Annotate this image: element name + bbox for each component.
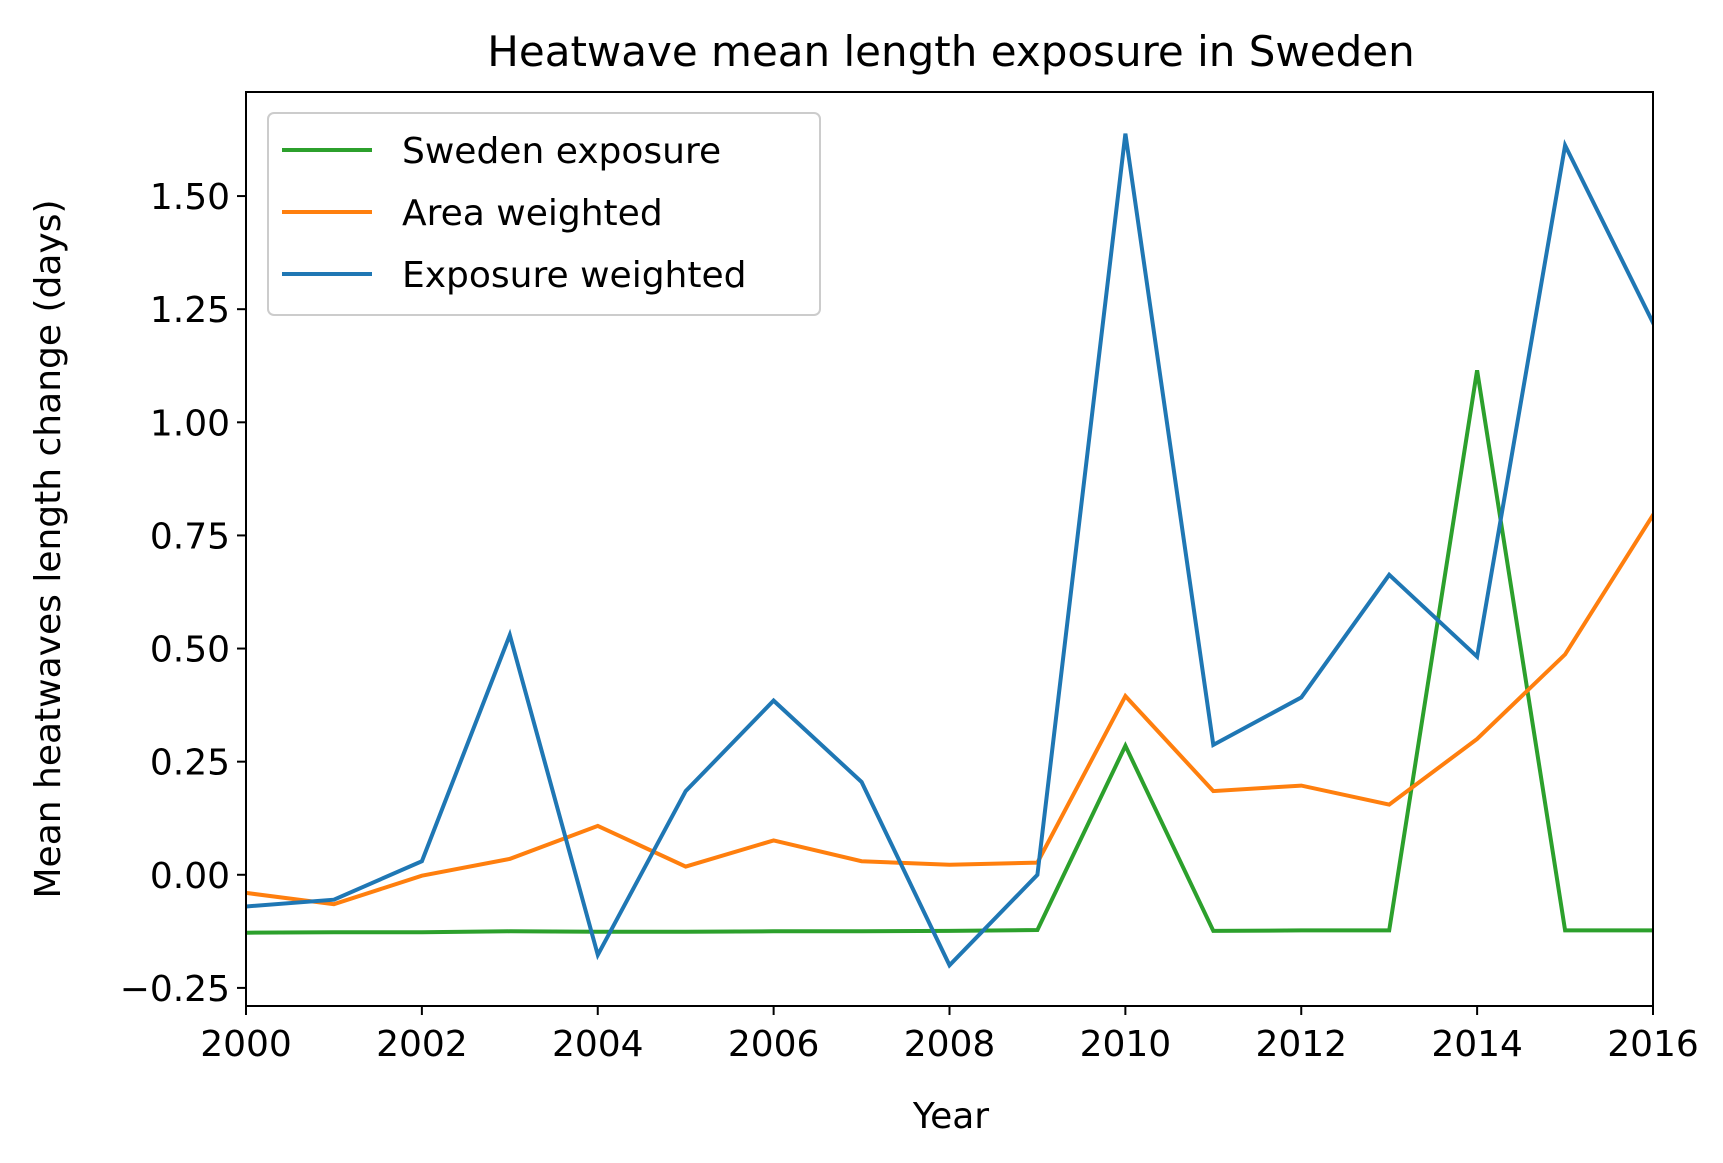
x-tick-label: 2014 xyxy=(1431,1024,1523,1065)
x-tick-label: 2010 xyxy=(1080,1024,1172,1065)
legend-box xyxy=(267,112,821,316)
y-tick-label: 0.00 xyxy=(150,856,230,897)
y-tick-label: 0.25 xyxy=(150,743,230,784)
x-tick-label: 2016 xyxy=(1607,1024,1699,1065)
y-axis-label: Mean heatwaves length change (days) xyxy=(28,199,69,898)
y-tick-label: 0.50 xyxy=(150,630,230,671)
legend-label-0: Sweden exposure xyxy=(402,131,721,172)
legend-label-1: Area weighted xyxy=(402,193,663,234)
x-tick-label: 2008 xyxy=(904,1024,996,1065)
y-axis: −0.25 0.00 0.25 0.50 0.75 1.00 1.25 1.50 xyxy=(120,177,246,1010)
x-tick-label: 2012 xyxy=(1255,1024,1347,1065)
x-tick-label: 2006 xyxy=(728,1024,820,1065)
y-tick-label: 1.50 xyxy=(150,177,230,218)
series-layer xyxy=(246,133,1653,969)
legend-label-2: Exposure weighted xyxy=(402,255,746,296)
y-tick-label: 1.00 xyxy=(150,403,230,444)
series-line-0 xyxy=(246,369,1653,935)
x-tick-label: 2000 xyxy=(200,1024,292,1065)
x-axis: 2000 2002 2004 2006 2008 2010 2012 2014 2016 xyxy=(200,1006,1699,1065)
y-tick-label: −0.25 xyxy=(120,969,230,1010)
x-axis-label: Year xyxy=(912,1096,989,1137)
y-tick-label: 1.25 xyxy=(150,290,230,331)
x-tick-label: 2002 xyxy=(376,1024,468,1065)
x-tick-label: 2004 xyxy=(552,1024,644,1065)
legend: Sweden exposure Area weighted Exposure wei… xyxy=(267,112,821,316)
chart-title: Heatwave mean length exposure in Sweden xyxy=(487,27,1414,76)
y-tick-label: 0.75 xyxy=(150,516,230,557)
series-line-2 xyxy=(246,133,1653,969)
series-line-1 xyxy=(246,512,1653,907)
